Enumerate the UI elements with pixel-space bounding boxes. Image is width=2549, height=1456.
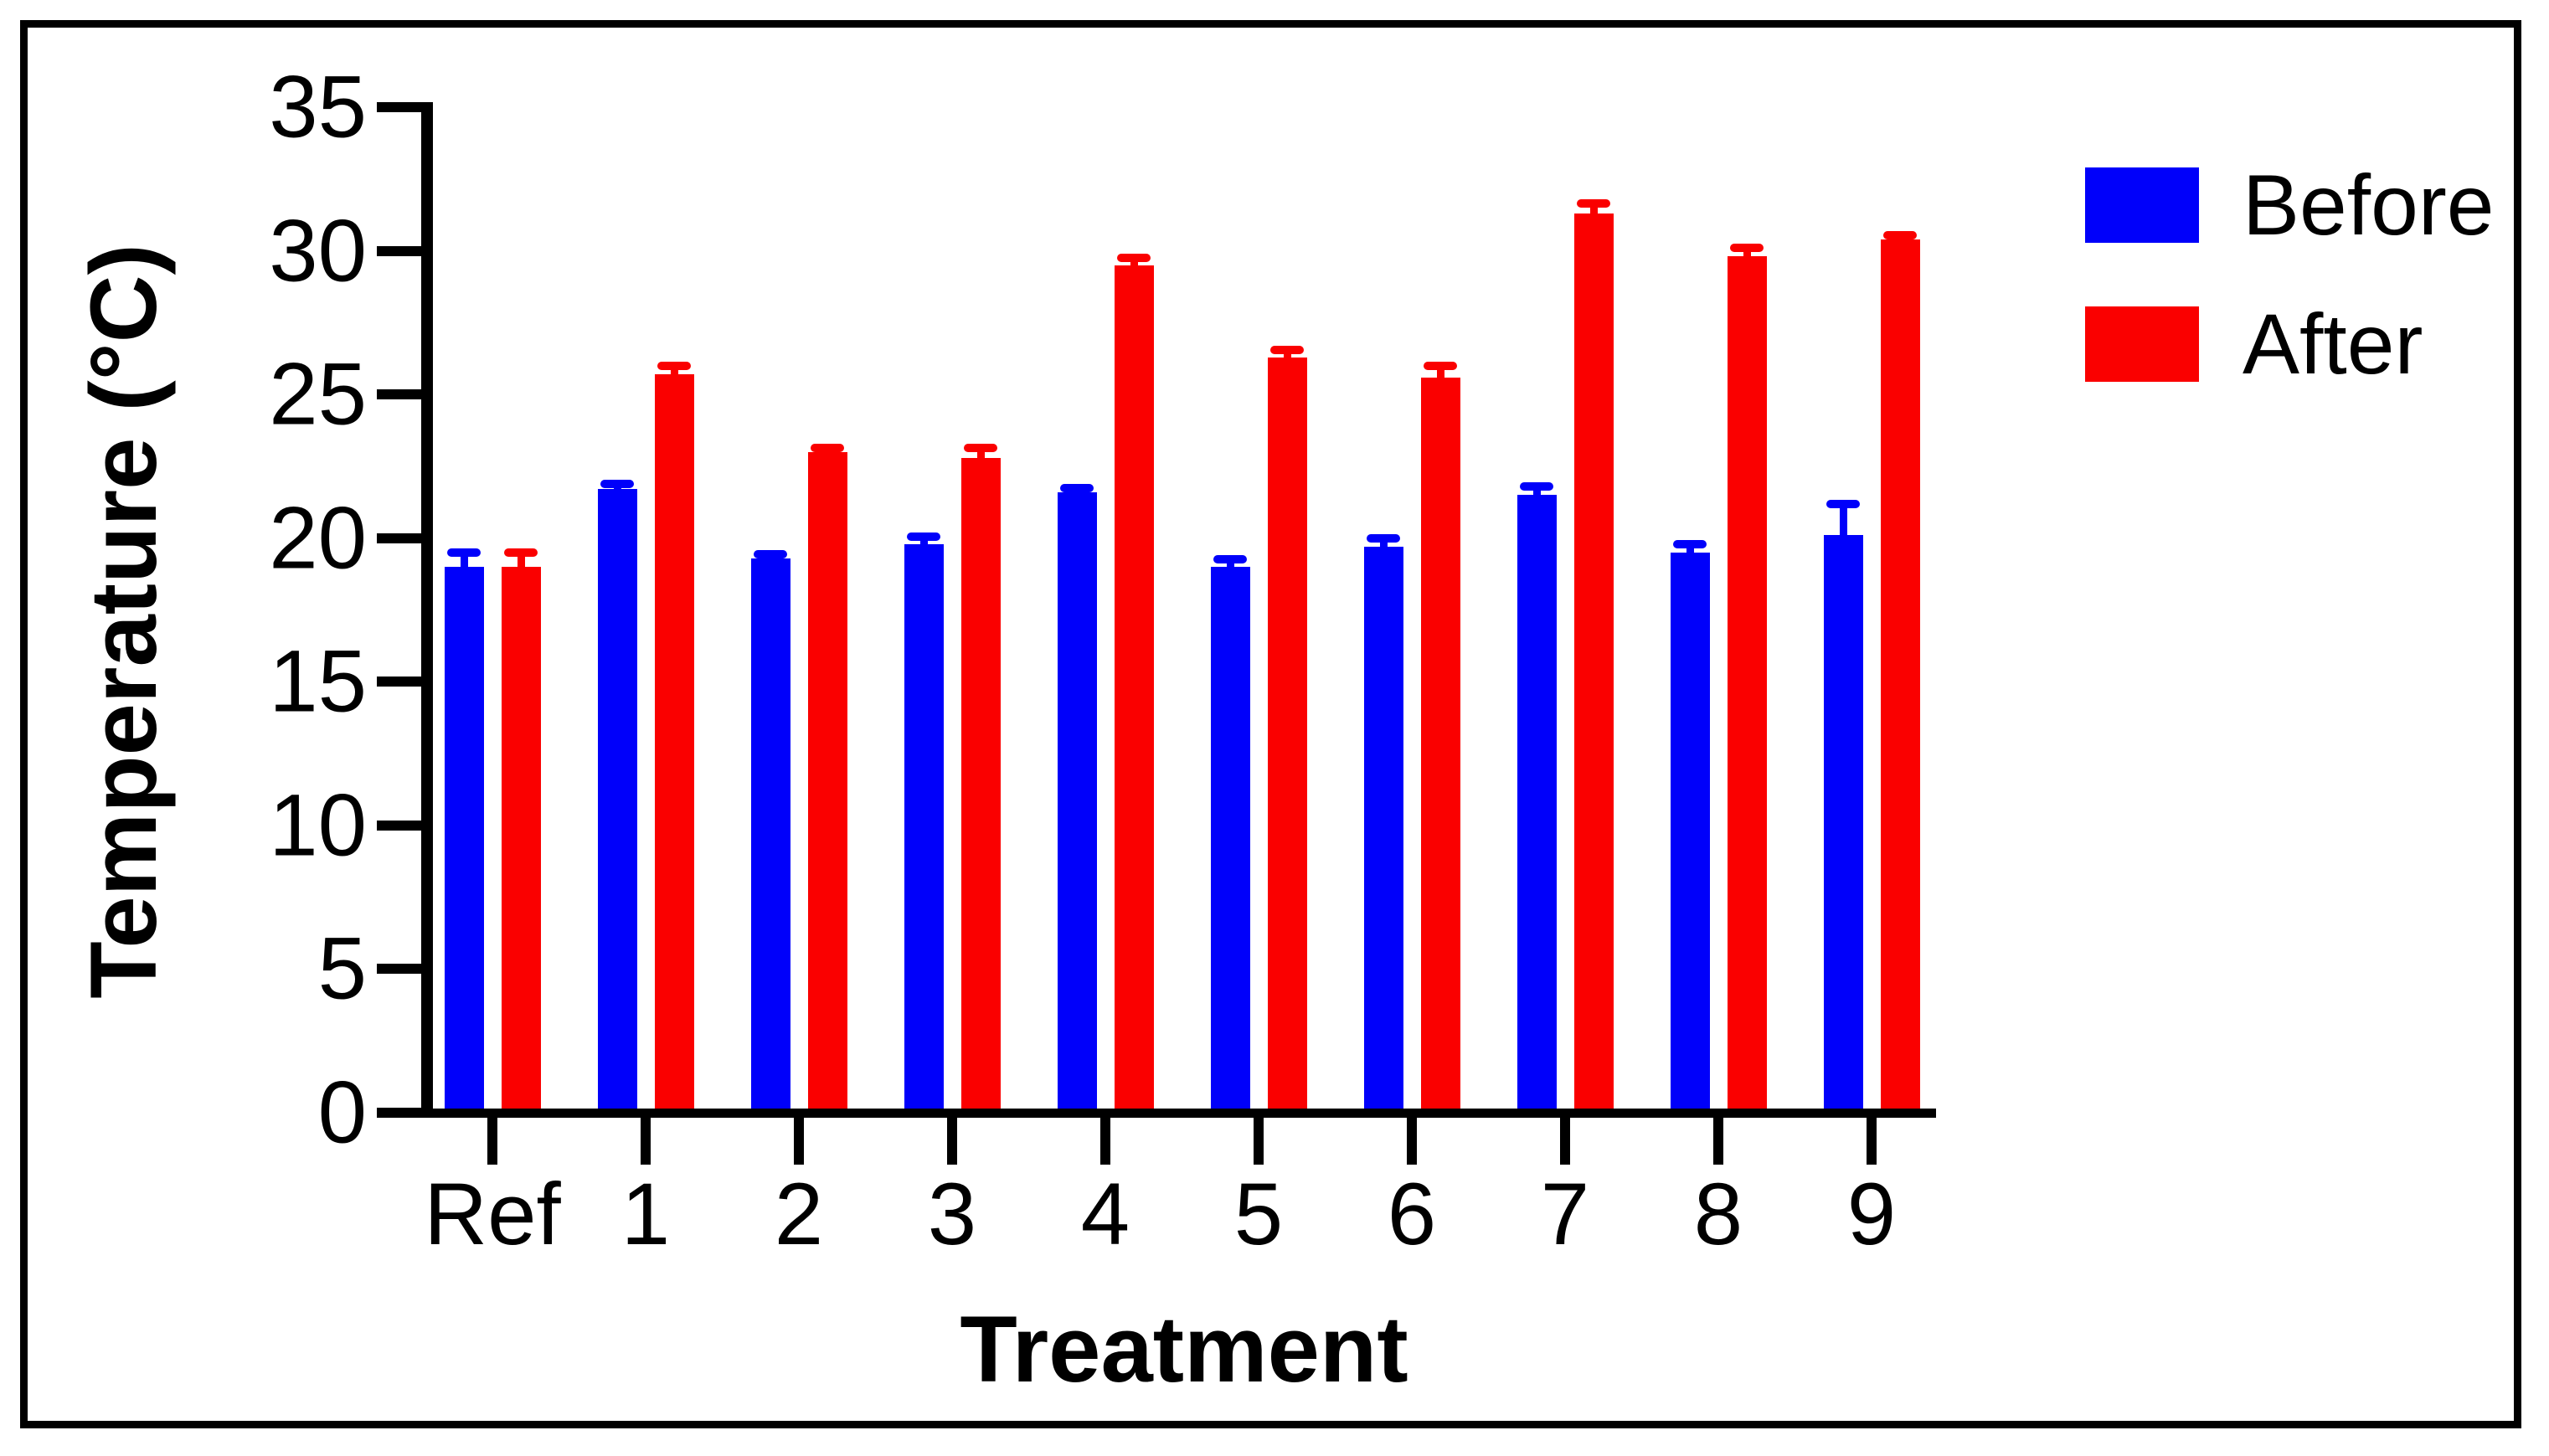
errorbar-cap-before-6 (1367, 533, 1400, 543)
errorbar-cap-after-4 (1117, 254, 1151, 263)
bar-after-4 (1114, 265, 1154, 1113)
x-axis-title: Treatment (960, 1297, 1408, 1402)
x-axis-tick (1407, 1118, 1417, 1165)
figure-border (20, 20, 2521, 1428)
errorbar-cap-after-ref (504, 548, 538, 557)
y-axis-tick-label: 0 (317, 1063, 367, 1162)
bar-before-7 (1517, 495, 1557, 1113)
bar-after-8 (1727, 256, 1767, 1113)
errorbar-cap-after-7 (1577, 198, 1610, 208)
y-axis-tick (377, 102, 427, 112)
errorbar-whisker-after-ref (517, 552, 525, 568)
bar-after-9 (1880, 239, 1920, 1113)
bar-after-1 (654, 374, 694, 1113)
errorbar-whisker-after-8 (1743, 248, 1751, 257)
errorbar-whisker-after-7 (1589, 203, 1598, 214)
bar-after-6 (1420, 377, 1460, 1113)
bar-after-ref (501, 567, 541, 1113)
errorbar-cap-before-ref (447, 548, 481, 557)
y-axis-tick-label: 5 (317, 919, 367, 1018)
errorbar-cap-after-5 (1270, 345, 1304, 354)
bar-after-5 (1267, 357, 1307, 1113)
y-axis-tick (377, 389, 427, 400)
y-axis-tick-label: 20 (269, 489, 367, 588)
errorbar-cap-after-8 (1730, 244, 1764, 253)
y-axis-title: Temperature (°C) (71, 244, 176, 999)
bar-before-4 (1057, 491, 1097, 1113)
errorbar-whisker-before-7 (1532, 486, 1541, 496)
errorbar-cap-after-3 (964, 443, 997, 452)
x-axis-tick (1254, 1118, 1264, 1165)
errorbar-whisker-after-1 (670, 365, 678, 375)
errorbar-cap-before-4 (1060, 483, 1094, 492)
errorbar-cap-before-2 (754, 549, 787, 558)
y-axis-tick (377, 1108, 427, 1118)
errorbar-cap-before-3 (907, 532, 940, 541)
bar-before-3 (904, 543, 944, 1113)
x-axis-tick (947, 1118, 957, 1165)
x-axis-tick (1560, 1118, 1570, 1165)
y-axis-tick (377, 820, 427, 831)
errorbar-cap-before-8 (1673, 539, 1707, 548)
x-axis-tick (1713, 1118, 1723, 1165)
errorbar-cap-before-9 (1826, 499, 1860, 508)
bar-before-1 (597, 489, 637, 1113)
x-axis-tick-label: 9 (1846, 1165, 1897, 1263)
errorbar-cap-after-1 (657, 361, 691, 370)
bar-before-8 (1670, 552, 1710, 1113)
errorbar-cap-before-7 (1520, 481, 1553, 491)
x-axis-tick-label: 4 (1080, 1165, 1130, 1263)
x-axis-tick (641, 1118, 651, 1165)
x-axis-tick-label: 7 (1540, 1165, 1590, 1263)
x-axis-tick-label: 6 (1387, 1165, 1437, 1263)
y-axis-tick (377, 964, 427, 975)
errorbar-whisker-before-8 (1686, 543, 1694, 553)
x-axis-tick-label: 5 (1233, 1165, 1284, 1263)
errorbar-cap-after-9 (1883, 230, 1917, 239)
legend-label-before: Before (2243, 157, 2495, 253)
y-axis-tick-label: 10 (269, 776, 367, 875)
x-axis-tick-label: Ref (424, 1165, 561, 1263)
x-axis-tick (1867, 1118, 1877, 1165)
y-axis-tick (377, 677, 427, 687)
y-axis-tick-label: 30 (269, 202, 367, 301)
y-axis-tick (377, 532, 427, 543)
errorbar-whisker-before-ref (460, 552, 468, 568)
x-axis-tick-label: 2 (774, 1165, 824, 1263)
y-axis-tick-label: 25 (269, 345, 367, 444)
errorbar-cap-before-1 (600, 479, 634, 488)
bar-after-2 (807, 451, 847, 1113)
bar-before-5 (1210, 567, 1250, 1113)
bar-before-2 (750, 558, 790, 1113)
errorbar-whisker-after-3 (976, 447, 985, 458)
legend-swatch-after-icon (2085, 306, 2199, 382)
errorbar-whisker-after-6 (1436, 365, 1444, 378)
x-axis-tick-label: 1 (621, 1165, 671, 1263)
bar-before-6 (1363, 547, 1403, 1113)
errorbar-whisker-before-9 (1839, 503, 1847, 536)
y-axis-tick-label: 35 (269, 58, 367, 157)
legend-swatch-before-icon (2085, 167, 2199, 243)
x-axis-tick (1100, 1118, 1110, 1165)
errorbar-cap-after-2 (811, 443, 844, 452)
bar-before-9 (1823, 535, 1863, 1113)
y-axis-line (421, 102, 433, 1118)
x-axis-tick (487, 1118, 497, 1165)
y-axis-tick (377, 245, 427, 256)
errorbar-cap-before-5 (1213, 555, 1247, 564)
bar-after-3 (960, 457, 1001, 1113)
bar-after-7 (1573, 213, 1614, 1113)
y-axis-tick-label: 15 (269, 632, 367, 731)
x-axis-tick-label: 3 (927, 1165, 977, 1263)
x-axis-tick-label: 8 (1693, 1165, 1743, 1263)
errorbar-cap-after-6 (1424, 361, 1457, 370)
errorbar-whisker-before-6 (1379, 538, 1388, 547)
bar-before-ref (444, 567, 484, 1113)
x-axis-line (421, 1109, 1936, 1118)
x-axis-tick (794, 1118, 804, 1165)
legend-label-after: After (2243, 296, 2423, 392)
